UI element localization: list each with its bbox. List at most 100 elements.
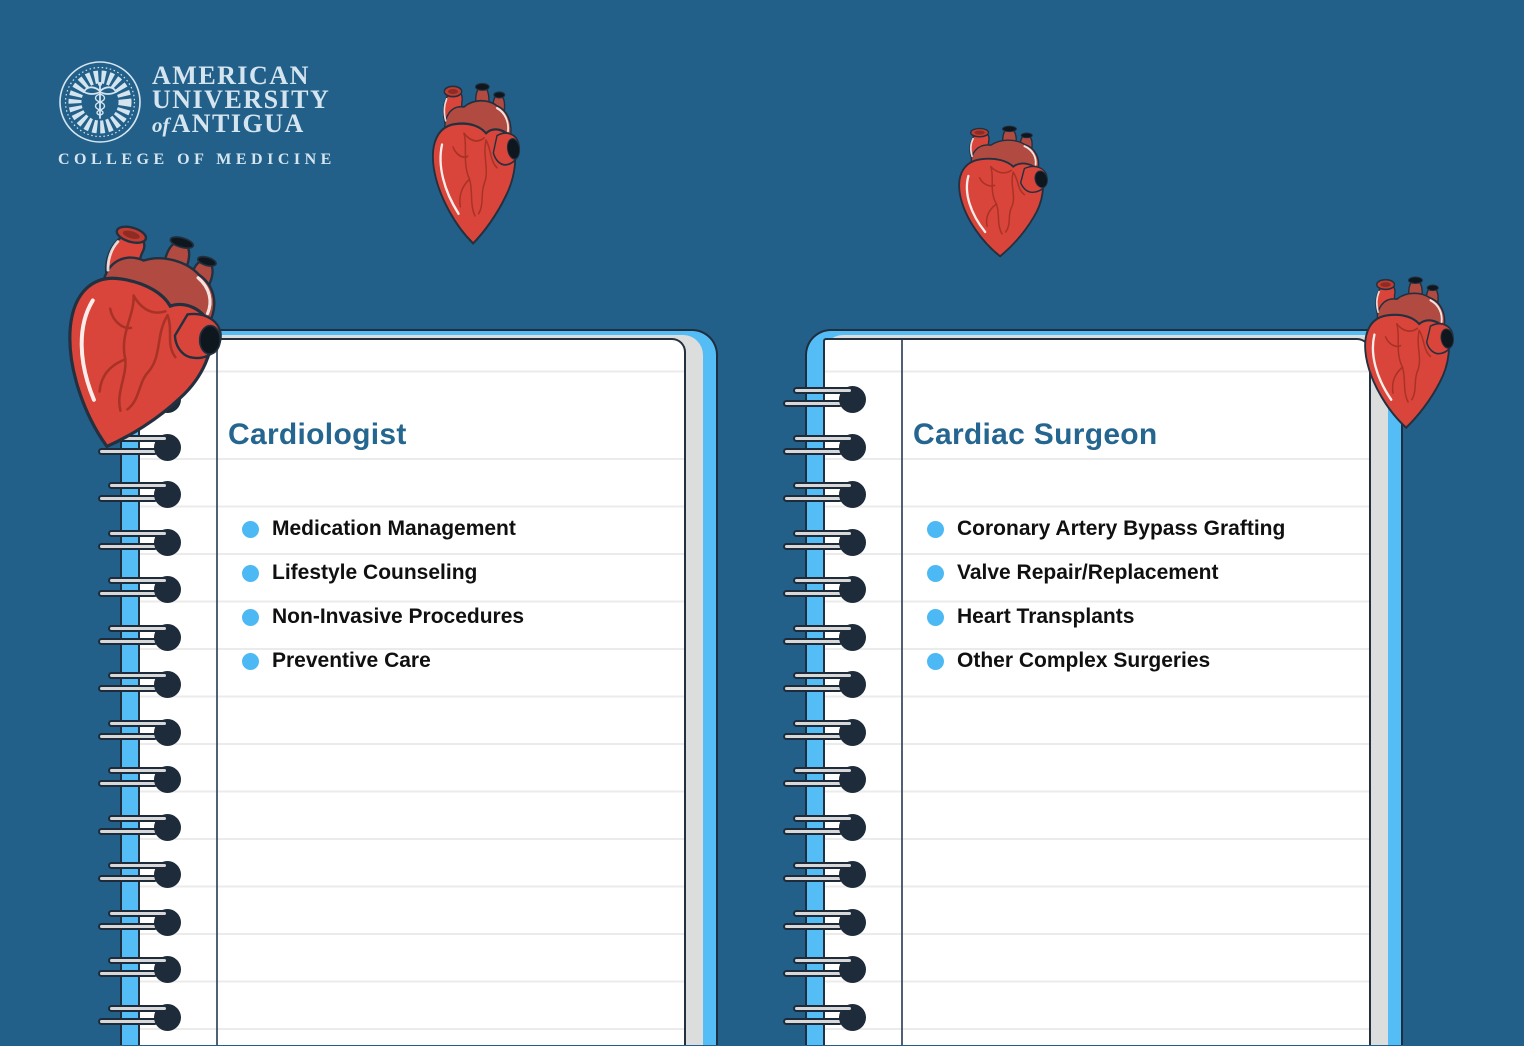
notebook-paper: Cardiac Surgeon Coronary Artery Bypass G… [823, 338, 1371, 1045]
ring-bar [98, 542, 158, 550]
ring-bar [108, 624, 168, 632]
ring-bar [783, 875, 843, 882]
ring-bar [793, 529, 853, 537]
ring-bar [793, 767, 853, 774]
list-item: Valve Repair/Replacement [927, 551, 1345, 595]
bullet-dot-icon [242, 520, 259, 538]
bullet-dot-icon [927, 652, 944, 670]
spiral-ring [781, 1003, 869, 1034]
list-item: Lifestyle Counseling [242, 551, 660, 595]
notebook-panel-cardiologist: Cardiologist Medication Management Lifes… [120, 329, 718, 1045]
paper-margin-line [216, 340, 218, 1045]
list-item-label: Preventive Care [272, 649, 431, 672]
spiral-ring [96, 956, 184, 986]
ring-bar [783, 542, 843, 550]
spiral-ring [781, 576, 869, 606]
ring-bar [793, 624, 853, 632]
ring-bar [783, 922, 843, 930]
list-item: Other Complex Surgeries [927, 639, 1345, 683]
ring-bar [783, 637, 843, 645]
logo-university-name: AMERICAN UNIVERSITY ofANTIGUA [152, 58, 331, 138]
ring-bar [783, 685, 843, 692]
ring-bar [793, 862, 853, 869]
logo-name-line3: ofANTIGUA [152, 111, 330, 138]
ring-bar [108, 814, 168, 822]
ring-bar [98, 732, 158, 740]
ring-bar [108, 719, 168, 727]
ring-bar [108, 957, 168, 964]
anatomical-heart-icon [946, 120, 1058, 260]
spiral-ring [96, 766, 184, 796]
list-item: Heart Transplants [927, 595, 1345, 639]
anatomical-heart-icon [1352, 270, 1464, 432]
ring-bar [793, 957, 853, 964]
spiral-binding [96, 386, 184, 1046]
logo-name-line2: UNIVERSITY [152, 85, 331, 114]
paper-margin-line [901, 340, 903, 1045]
ring-bar [98, 637, 158, 645]
spiral-ring [96, 528, 184, 559]
spiral-ring [96, 623, 184, 654]
ring-bar [98, 590, 158, 597]
list-item-label: Heart Transplants [957, 605, 1135, 628]
ring-bar [783, 732, 843, 740]
ring-bar [793, 577, 853, 584]
bullet-dot-icon [242, 564, 259, 582]
spiral-ring [96, 861, 184, 891]
ring-bar [783, 590, 843, 597]
list-item-label: Other Complex Surgeries [957, 649, 1211, 672]
ring-bar [793, 672, 853, 679]
infographic-background: { "logo": { "name_line1": "AMERICAN", "n… [38, 58, 1464, 1045]
ring-bar [793, 719, 853, 727]
list-item-label: Medication Management [272, 517, 516, 540]
logo-of: of [152, 113, 170, 137]
ring-bar [793, 1004, 853, 1012]
ring-bar [108, 482, 168, 489]
ring-bar [98, 875, 158, 882]
list-item-label: Coronary Artery Bypass Grafting [957, 517, 1286, 540]
spiral-ring [96, 433, 184, 464]
spiral-ring [781, 813, 869, 844]
ring-bar [783, 827, 843, 835]
ring-bar [108, 1004, 168, 1012]
ring-bar [783, 970, 843, 977]
specialty-list: Coronary Artery Bypass Grafting Valve Re… [927, 507, 1345, 683]
specialty-list: Medication Management Lifestyle Counseli… [242, 507, 660, 683]
bullet-dot-icon [927, 564, 944, 582]
ring-bar [783, 447, 843, 455]
ring-bar [98, 495, 158, 502]
logo-name-line1: AMERICAN [152, 61, 310, 90]
notebook-paper: Cardiologist Medication Management Lifes… [138, 338, 686, 1045]
bullet-dot-icon [927, 520, 944, 538]
list-item-label: Lifestyle Counseling [272, 561, 478, 584]
ring-bar [108, 862, 168, 869]
spiral-ring [96, 813, 184, 844]
anatomical-heart-icon [420, 76, 530, 248]
spiral-ring [96, 576, 184, 606]
panel-title: Cardiac Surgeon [913, 418, 1158, 451]
spiral-binding [781, 386, 869, 1046]
notebook-panel-cardiac-surgeon: Cardiac Surgeon Coronary Artery Bypass G… [805, 329, 1403, 1045]
ring-bar [783, 780, 843, 787]
ring-bar [108, 577, 168, 584]
list-item-label: Non-Invasive Procedures [272, 605, 525, 628]
spiral-ring [96, 718, 184, 749]
spiral-ring [781, 433, 869, 464]
spiral-ring [781, 908, 869, 939]
caduceus-seal-icon [59, 61, 141, 143]
ring-bar [98, 970, 158, 977]
spiral-ring [781, 481, 869, 511]
ring-bar [793, 482, 853, 489]
spiral-ring [96, 671, 184, 701]
ring-bar [783, 495, 843, 502]
ring-bar [793, 434, 853, 442]
bullet-dot-icon [242, 652, 259, 670]
ring-bar [793, 909, 853, 917]
spiral-ring [781, 861, 869, 891]
spiral-ring [781, 766, 869, 796]
list-item: Medication Management [242, 507, 660, 551]
ring-bar [793, 387, 853, 394]
logo-subtitle: COLLEGE OF MEDICINE [58, 151, 336, 168]
bullet-dot-icon [927, 608, 944, 626]
ring-bar [108, 767, 168, 774]
